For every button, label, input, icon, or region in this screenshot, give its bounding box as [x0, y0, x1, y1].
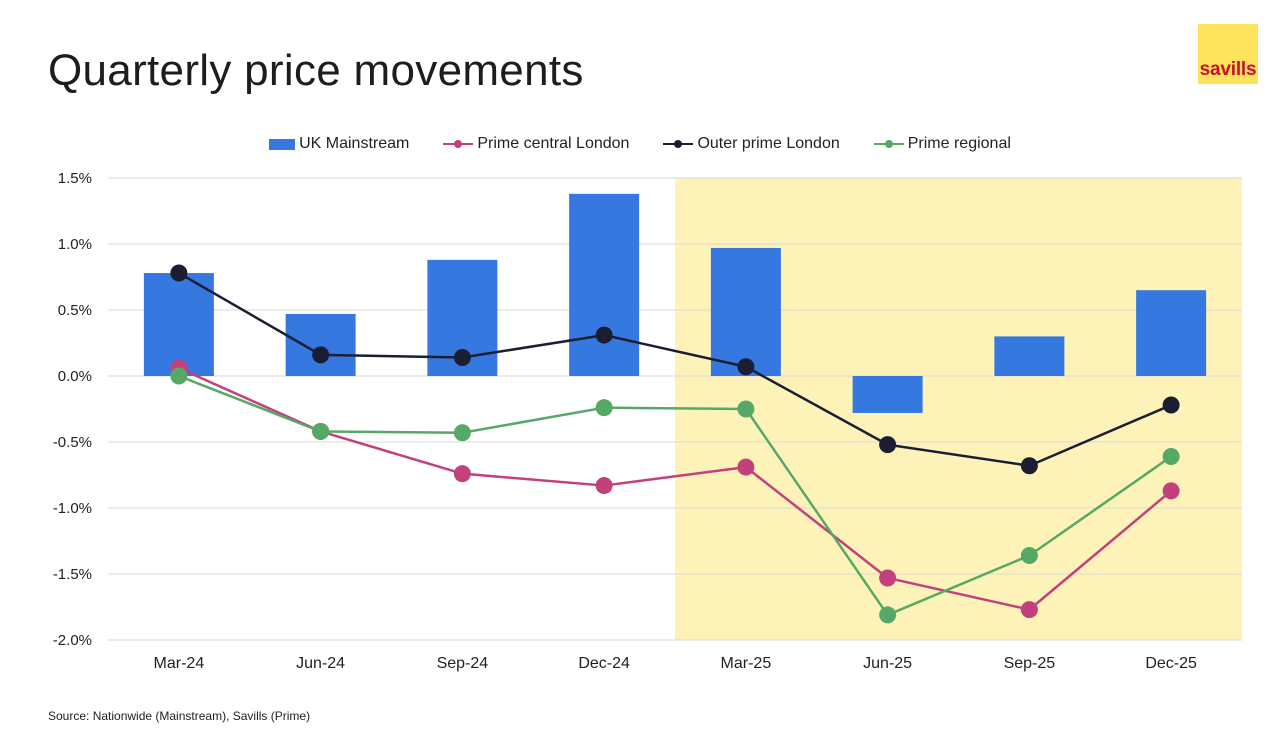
point-pcl [879, 569, 897, 587]
bar-uk-mainstream [569, 193, 640, 376]
legend-item-uk-mainstream: UK Mainstream [269, 135, 409, 153]
logo-text: savills [1199, 59, 1257, 80]
legend-label-prime-regional: Prime regional [907, 135, 1011, 152]
point-opl [879, 436, 897, 454]
x-tick-label: Jun-25 [863, 655, 912, 672]
page-title: Quarterly price movements [48, 46, 584, 95]
point-pcl [737, 458, 755, 476]
point-regional [453, 424, 471, 442]
bar-uk-mainstream [143, 273, 214, 376]
point-opl [1162, 396, 1180, 414]
point-opl [1020, 457, 1038, 475]
line-opl [178, 271, 1172, 468]
legend-label-uk-mainstream: UK Mainstream [299, 135, 410, 152]
y-tick-label: -1.0% [53, 500, 92, 517]
point-regional [312, 422, 330, 440]
point-regional [1020, 547, 1038, 565]
point-pcl [1020, 601, 1038, 619]
y-tick-label: -0.5% [53, 434, 92, 451]
point-opl [312, 346, 330, 364]
point-opl [453, 349, 471, 367]
point-pcl [1162, 482, 1180, 500]
point-regional [595, 399, 613, 417]
forecast-highlight-region [675, 178, 1242, 640]
chart-legend: UK Mainstream Prime central London Outer… [0, 135, 1280, 153]
legend-swatch-opl [663, 138, 694, 150]
line-pcl [178, 366, 1172, 611]
x-tick-label: Dec-25 [1145, 655, 1197, 672]
legend-swatch-bar [269, 138, 296, 150]
point-regional [170, 367, 188, 385]
legend-label-prime-central-london: Prime central London [477, 135, 630, 152]
y-tick-label: 1.0% [58, 236, 92, 253]
x-tick-label: Sep-25 [1004, 655, 1056, 672]
point-regional [879, 606, 897, 624]
bar-uk-mainstream [1136, 290, 1207, 376]
y-tick-label: 0.0% [58, 368, 92, 385]
y-tick-label: -2.0% [53, 632, 92, 649]
legend-item-outer-prime-london: Outer prime London [663, 135, 840, 153]
legend-label-outer-prime-london: Outer prime London [697, 135, 840, 152]
point-pcl [595, 477, 613, 495]
x-tick-label: Sep-24 [437, 655, 489, 672]
x-tick-label: Dec-24 [578, 655, 630, 672]
legend-item-prime-regional: Prime regional [873, 135, 1011, 153]
point-opl [170, 264, 188, 282]
y-tick-label: 1.5% [58, 170, 92, 187]
legend-swatch-pcl [443, 138, 474, 150]
line-regional [178, 374, 1172, 617]
savills-logo: savills [1198, 24, 1258, 84]
y-tick-label: 0.5% [58, 302, 92, 319]
point-opl [737, 358, 755, 376]
legend-item-prime-central-london: Prime central London [443, 135, 629, 153]
x-tick-label: Mar-24 [154, 655, 205, 672]
bar-uk-mainstream [994, 336, 1065, 376]
point-opl [595, 326, 613, 344]
legend-swatch-regional [873, 138, 904, 150]
point-regional [737, 400, 755, 418]
source-note: Source: Nationwide (Mainstream), Savills… [48, 709, 311, 723]
bar-uk-mainstream [852, 376, 923, 413]
x-tick-label: Jun-24 [296, 655, 345, 672]
bar-uk-mainstream [285, 313, 356, 376]
bar-uk-mainstream [710, 247, 781, 376]
point-regional [1162, 448, 1180, 466]
y-tick-label: -1.5% [53, 566, 92, 583]
x-tick-label: Mar-25 [721, 655, 772, 672]
point-pcl [453, 465, 471, 483]
